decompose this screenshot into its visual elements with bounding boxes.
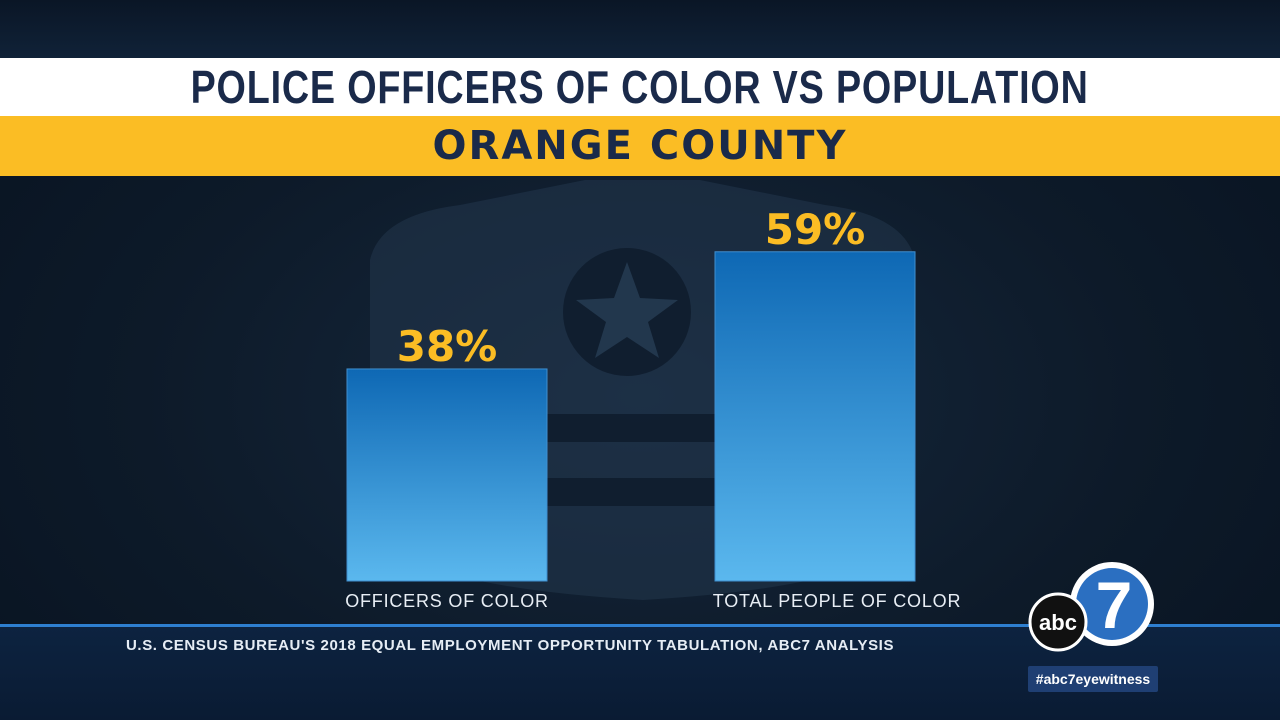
bar-0 bbox=[346, 368, 548, 582]
logo-number: 7 bbox=[1096, 568, 1133, 642]
category-label-0: OFFICERS OF COLOR bbox=[345, 591, 549, 611]
chart-subtitle: ORANGE COUNTY bbox=[432, 123, 848, 169]
top-strip bbox=[0, 0, 1280, 58]
chart-title: POLICE OFFICERS OF COLOR VS POPULATION bbox=[190, 61, 1090, 113]
bar-1 bbox=[714, 251, 916, 582]
data-label-1: 59% bbox=[765, 205, 866, 254]
accent-line bbox=[0, 624, 1280, 627]
data-label-0: 38% bbox=[397, 322, 498, 371]
hashtag-badge: #abc7eyewitness bbox=[1028, 666, 1158, 692]
source-caption: U.S. CENSUS BUREAU'S 2018 EQUAL EMPLOYME… bbox=[126, 637, 895, 654]
title-banner: POLICE OFFICERS OF COLOR VS POPULATION bbox=[0, 58, 1280, 116]
subtitle-banner: ORANGE COUNTY bbox=[0, 116, 1280, 176]
star-icon bbox=[576, 262, 678, 358]
category-label-1: TOTAL PEOPLE OF COLOR bbox=[713, 591, 962, 611]
logo-brand: abc bbox=[1039, 610, 1077, 635]
abc7-logo-icon: 7 abc bbox=[1028, 562, 1154, 652]
